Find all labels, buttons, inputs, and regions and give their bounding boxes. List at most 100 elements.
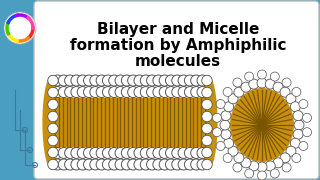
Circle shape (102, 75, 113, 86)
Circle shape (224, 102, 234, 112)
Circle shape (202, 99, 212, 110)
Circle shape (115, 75, 126, 86)
Circle shape (121, 159, 132, 170)
Circle shape (249, 161, 259, 171)
Circle shape (128, 75, 139, 86)
Circle shape (223, 87, 232, 96)
Circle shape (77, 75, 88, 86)
Circle shape (84, 87, 94, 98)
Circle shape (90, 159, 101, 170)
Circle shape (77, 147, 88, 158)
Bar (52, 98, 208, 147)
Circle shape (270, 72, 279, 81)
Circle shape (128, 147, 139, 158)
Circle shape (109, 75, 120, 86)
Circle shape (58, 159, 69, 170)
Circle shape (102, 159, 113, 170)
Circle shape (121, 87, 132, 98)
Circle shape (233, 163, 242, 172)
Circle shape (202, 87, 212, 98)
Circle shape (65, 147, 76, 158)
Circle shape (224, 138, 234, 148)
Circle shape (77, 159, 88, 170)
Circle shape (48, 111, 58, 122)
Circle shape (241, 158, 251, 168)
Circle shape (202, 75, 212, 86)
Circle shape (48, 135, 58, 146)
Circle shape (273, 82, 283, 92)
Circle shape (71, 147, 82, 158)
Circle shape (115, 147, 126, 158)
Circle shape (178, 147, 189, 158)
Circle shape (191, 87, 202, 98)
FancyBboxPatch shape (34, 1, 319, 179)
Circle shape (153, 159, 164, 170)
Circle shape (159, 87, 170, 98)
Circle shape (165, 75, 176, 86)
Circle shape (228, 94, 238, 104)
Circle shape (90, 147, 101, 158)
Circle shape (153, 147, 164, 158)
Circle shape (197, 75, 208, 86)
Circle shape (134, 87, 145, 98)
Text: Bilayer and Micelle: Bilayer and Micelle (97, 22, 259, 37)
Circle shape (153, 75, 164, 86)
Circle shape (52, 75, 63, 86)
Circle shape (234, 153, 244, 163)
Circle shape (197, 147, 208, 158)
Circle shape (58, 87, 69, 98)
Circle shape (165, 159, 176, 170)
Circle shape (71, 75, 82, 86)
Circle shape (134, 147, 145, 158)
Circle shape (270, 169, 279, 178)
Circle shape (299, 141, 308, 150)
Circle shape (282, 163, 291, 172)
Circle shape (282, 78, 291, 87)
Circle shape (221, 129, 231, 139)
Circle shape (115, 159, 126, 170)
Circle shape (147, 75, 157, 86)
Circle shape (58, 75, 69, 86)
Circle shape (165, 147, 176, 158)
Circle shape (4, 12, 36, 44)
Circle shape (96, 159, 107, 170)
Circle shape (48, 87, 58, 98)
Circle shape (147, 159, 157, 170)
Circle shape (178, 87, 189, 98)
Circle shape (178, 75, 189, 86)
Circle shape (273, 158, 283, 168)
Circle shape (159, 147, 170, 158)
Circle shape (48, 123, 58, 134)
Circle shape (121, 75, 132, 86)
Circle shape (52, 87, 63, 98)
Circle shape (172, 147, 183, 158)
Circle shape (109, 87, 120, 98)
Circle shape (292, 154, 301, 163)
Circle shape (65, 87, 76, 98)
Circle shape (265, 79, 275, 89)
Circle shape (48, 159, 58, 170)
Circle shape (77, 87, 88, 98)
Circle shape (228, 146, 238, 156)
Circle shape (128, 159, 139, 170)
Circle shape (84, 147, 94, 158)
Circle shape (178, 159, 189, 170)
Circle shape (52, 159, 63, 170)
Circle shape (109, 159, 120, 170)
Circle shape (153, 87, 164, 98)
Circle shape (96, 87, 107, 98)
Circle shape (121, 147, 132, 158)
Circle shape (258, 171, 267, 180)
Circle shape (216, 141, 225, 150)
Circle shape (202, 159, 212, 170)
Circle shape (202, 111, 212, 122)
Ellipse shape (198, 75, 218, 170)
Circle shape (140, 87, 151, 98)
Circle shape (257, 78, 267, 88)
Circle shape (294, 120, 304, 130)
Circle shape (109, 147, 120, 158)
Circle shape (159, 159, 170, 170)
Circle shape (292, 87, 301, 96)
Circle shape (290, 138, 300, 148)
Circle shape (280, 87, 290, 97)
